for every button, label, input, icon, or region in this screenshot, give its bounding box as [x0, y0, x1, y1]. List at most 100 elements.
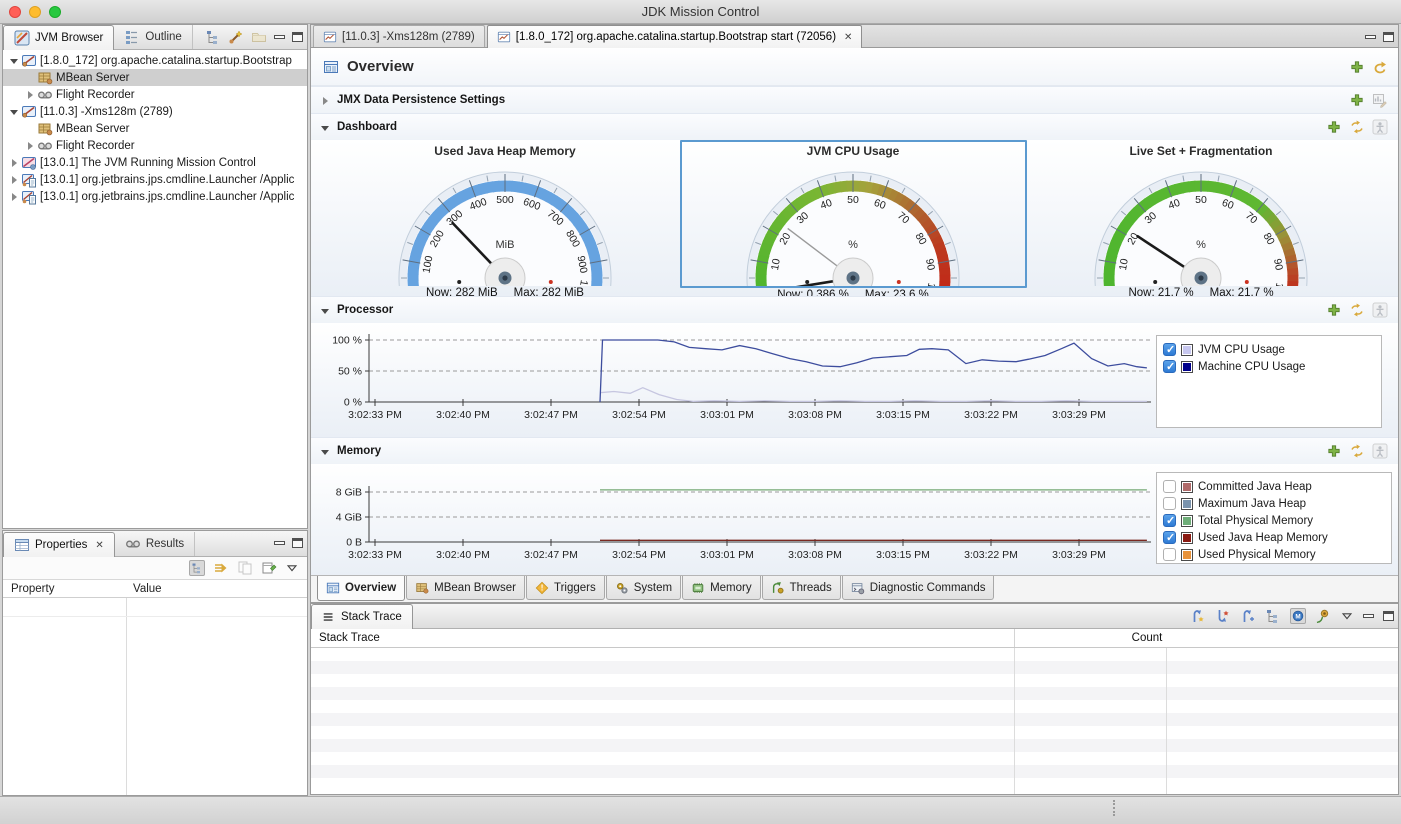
memory-section-header[interactable]: Memory [311, 437, 1398, 464]
column-divider[interactable] [126, 598, 127, 795]
table-row[interactable] [311, 713, 1398, 726]
view-menu-icon[interactable] [1340, 609, 1354, 623]
editor-tab[interactable]: [1.8.0_172] org.apache.catalina.startup.… [486, 25, 863, 48]
legend-item[interactable]: JVM CPU Usage [1163, 341, 1375, 358]
memory-chart[interactable]: 8 GiB 4 GiB 0 B 3:02:33 PM 3:02:40 PM 3:02:47… [323, 470, 1153, 573]
tree-item[interactable]: [13.0.1] The JVM Running Mission Control [3, 154, 307, 171]
maximize-view-icon[interactable] [1383, 31, 1394, 42]
jmx-persistence-section-header[interactable]: JMX Data Persistence Settings [311, 86, 1398, 113]
gauge-used-java-heap-memory[interactable]: Used Java Heap Memory0100200300400500600… [331, 140, 679, 299]
accessible-chart-icon[interactable] [1372, 119, 1388, 135]
add-attribute-icon[interactable] [1326, 302, 1342, 318]
view-menu-icon[interactable] [285, 561, 299, 575]
legend-checkbox[interactable] [1163, 360, 1176, 373]
expand-arrow-icon[interactable] [9, 191, 20, 202]
show-tree-icon[interactable] [189, 560, 205, 576]
table-row[interactable] [311, 674, 1398, 687]
method-formatting-icon[interactable]: M [1290, 608, 1306, 624]
legend-checkbox[interactable] [1163, 531, 1176, 544]
column-divider[interactable] [1014, 648, 1015, 794]
maximize-view-icon[interactable] [1383, 611, 1394, 621]
legend-checkbox[interactable] [1163, 497, 1176, 510]
column-divider[interactable] [1166, 648, 1167, 794]
add-attribute-icon[interactable] [1349, 92, 1365, 108]
zoom-window-button[interactable] [49, 6, 61, 18]
collapse-arrow-icon[interactable] [9, 106, 20, 117]
form-tab-system[interactable]: System [605, 576, 682, 600]
form-tab-diagnostic-commands[interactable]: Diagnostic Commands [841, 576, 995, 600]
add-attribute-icon[interactable] [1326, 443, 1342, 459]
table-row[interactable] [311, 661, 1398, 674]
copy-icon[interactable] [237, 560, 253, 576]
minimize-window-button[interactable] [29, 6, 41, 18]
collapse-arrow-icon[interactable] [9, 55, 20, 66]
forward-arrows-icon[interactable] [213, 560, 229, 576]
close-window-button[interactable] [9, 6, 21, 18]
tree-item[interactable]: [11.0.3] -Xms128m (2789) [3, 103, 307, 120]
column-count[interactable]: Count [1131, 632, 1163, 644]
minimize-view-icon[interactable] [274, 541, 285, 545]
legend-checkbox[interactable] [1163, 514, 1176, 527]
next-frame-icon[interactable] [1215, 608, 1231, 624]
form-tab-triggers[interactable]: ! Triggers [525, 576, 605, 600]
tab-results[interactable]: Results [115, 532, 196, 556]
gauge-jvm-cpu-usage[interactable]: JVM CPU Usage0102030405060708090100%Now:… [679, 140, 1027, 301]
update-interval-icon[interactable] [1349, 302, 1365, 318]
minimize-view-icon[interactable] [274, 35, 285, 39]
tree-item[interactable]: Flight Recorder [3, 137, 307, 154]
table-row[interactable] [311, 700, 1398, 713]
accessible-chart-icon[interactable] [1372, 302, 1388, 318]
table-row[interactable] [311, 687, 1398, 700]
tree-item[interactable]: Flight Recorder [3, 86, 307, 103]
collapse-arrow-icon[interactable] [320, 305, 331, 316]
add-chart-icon[interactable] [1349, 59, 1365, 75]
form-tab-overview[interactable]: Overview [317, 576, 406, 601]
legend-item[interactable]: Used Physical Memory [1163, 546, 1385, 563]
editor-tab[interactable]: [11.0.3] -Xms128m (2789) [313, 25, 485, 47]
processor-section-header[interactable]: Processor [311, 296, 1398, 323]
form-tab-threads[interactable]: Threads [761, 576, 841, 600]
table-row[interactable] [311, 648, 1398, 661]
layout-icon[interactable] [1315, 608, 1331, 624]
tree-item[interactable]: [1.8.0_172] org.apache.catalina.startup.… [3, 52, 307, 69]
legend-item[interactable]: Committed Java Heap [1163, 478, 1385, 495]
close-properties-icon[interactable]: ✕ [95, 539, 104, 551]
edit-persistence-icon[interactable] [1372, 92, 1388, 108]
legend-checkbox[interactable] [1163, 548, 1176, 561]
minimize-view-icon[interactable] [1363, 614, 1374, 618]
legend-item[interactable]: Total Physical Memory [1163, 512, 1385, 529]
gauge-live-set-fragmentation[interactable]: Live Set + Fragmentation0102030405060708… [1027, 140, 1375, 299]
legend-item[interactable]: Used Java Heap Memory [1163, 529, 1385, 546]
previous-frame-icon[interactable] [1190, 608, 1206, 624]
table-row[interactable] [311, 752, 1398, 765]
accessible-chart-icon[interactable] [1372, 443, 1388, 459]
tab-stack-trace[interactable]: Stack Trace [311, 604, 413, 629]
collapse-arrow-icon[interactable] [320, 446, 331, 457]
column-stack-trace[interactable]: Stack Trace [319, 632, 380, 644]
legend-checkbox[interactable] [1163, 480, 1176, 493]
legend-checkbox[interactable] [1163, 343, 1176, 356]
tree-item[interactable]: MBean Server [3, 120, 307, 137]
minimize-view-icon[interactable] [1365, 34, 1376, 39]
tree-item[interactable]: [13.0.1] org.jetbrains.jps.cmdline.Launc… [3, 171, 307, 188]
expand-arrow-icon[interactable] [9, 157, 20, 168]
legend-item[interactable]: Maximum Java Heap [1163, 495, 1385, 512]
tree-view-icon[interactable] [1265, 608, 1281, 624]
expand-arrow-icon[interactable] [320, 95, 331, 106]
column-divider[interactable] [1014, 629, 1015, 647]
maximize-view-icon[interactable] [292, 538, 303, 548]
expand-arrow-icon[interactable] [9, 174, 20, 185]
column-property[interactable]: Property [11, 583, 55, 595]
update-interval-icon[interactable] [1349, 119, 1365, 135]
form-tab-memory[interactable]: Memory [682, 576, 761, 600]
new-connection-icon[interactable] [228, 29, 244, 45]
tree-item[interactable]: MBean Server [3, 69, 307, 86]
form-tab-mbean-browser[interactable]: MBean Browser [406, 576, 525, 600]
column-value[interactable]: Value [133, 583, 162, 595]
table-row[interactable] [311, 765, 1398, 778]
reset-to-default-icon[interactable] [1372, 59, 1388, 75]
new-folder-icon[interactable] [251, 29, 267, 45]
tab-properties[interactable]: Properties ✕ [3, 532, 115, 557]
maximize-view-icon[interactable] [292, 32, 303, 42]
tree-layout-icon[interactable] [205, 29, 221, 45]
